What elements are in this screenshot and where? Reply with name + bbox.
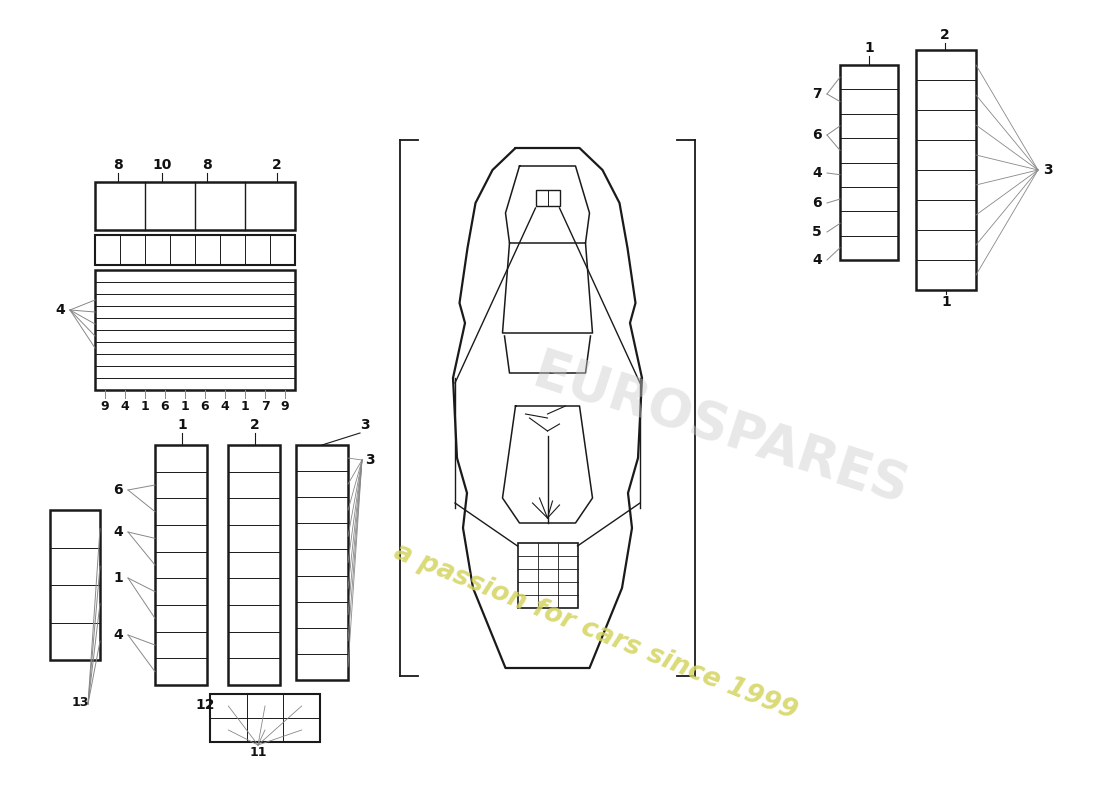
Bar	[536, 190, 560, 206]
Text: a passion for cars since 1999: a passion for cars since 1999	[389, 539, 801, 725]
Text: 3: 3	[1043, 163, 1053, 177]
Text: 10: 10	[152, 158, 172, 172]
Bar	[95, 235, 295, 265]
Text: 6: 6	[812, 196, 822, 210]
Bar	[296, 445, 348, 680]
Text: 2: 2	[272, 158, 282, 172]
Text: 8: 8	[202, 158, 212, 172]
Text: 11: 11	[250, 746, 266, 758]
Text: 4: 4	[121, 399, 130, 413]
Text: 1: 1	[177, 418, 187, 432]
Text: 2: 2	[250, 418, 260, 432]
Text: EUROSPARES: EUROSPARES	[526, 345, 914, 515]
Text: 1: 1	[942, 295, 950, 309]
Text: 6: 6	[200, 399, 209, 413]
Text: 1: 1	[113, 571, 123, 585]
Bar	[840, 65, 898, 260]
Text: 5: 5	[812, 225, 822, 239]
Text: 7: 7	[261, 399, 270, 413]
Text: 4: 4	[221, 399, 230, 413]
Bar	[50, 510, 100, 660]
Text: 1: 1	[141, 399, 150, 413]
Bar	[228, 445, 280, 685]
Text: 4: 4	[113, 525, 123, 539]
Text: 6: 6	[812, 128, 822, 142]
Text: 4: 4	[113, 628, 123, 642]
Text: 8: 8	[113, 158, 123, 172]
Text: 3: 3	[360, 418, 370, 432]
Text: 7: 7	[812, 87, 822, 101]
Text: 4: 4	[812, 253, 822, 267]
Text: 6: 6	[161, 399, 169, 413]
Text: 13: 13	[72, 695, 89, 709]
Text: 12: 12	[196, 698, 214, 712]
Text: 1: 1	[180, 399, 189, 413]
Bar	[916, 50, 976, 290]
Bar	[210, 694, 320, 742]
Text: 3: 3	[365, 453, 375, 467]
Bar	[155, 445, 207, 685]
Bar	[95, 182, 295, 230]
Text: 4: 4	[55, 303, 65, 317]
Text: 9: 9	[280, 399, 289, 413]
Text: 1: 1	[241, 399, 250, 413]
Text: 2: 2	[940, 28, 950, 42]
Text: 6: 6	[113, 483, 123, 497]
Bar	[95, 270, 295, 390]
Text: 9: 9	[101, 399, 109, 413]
Text: 1: 1	[865, 41, 873, 55]
Bar	[517, 543, 578, 608]
Text: 4: 4	[812, 166, 822, 180]
